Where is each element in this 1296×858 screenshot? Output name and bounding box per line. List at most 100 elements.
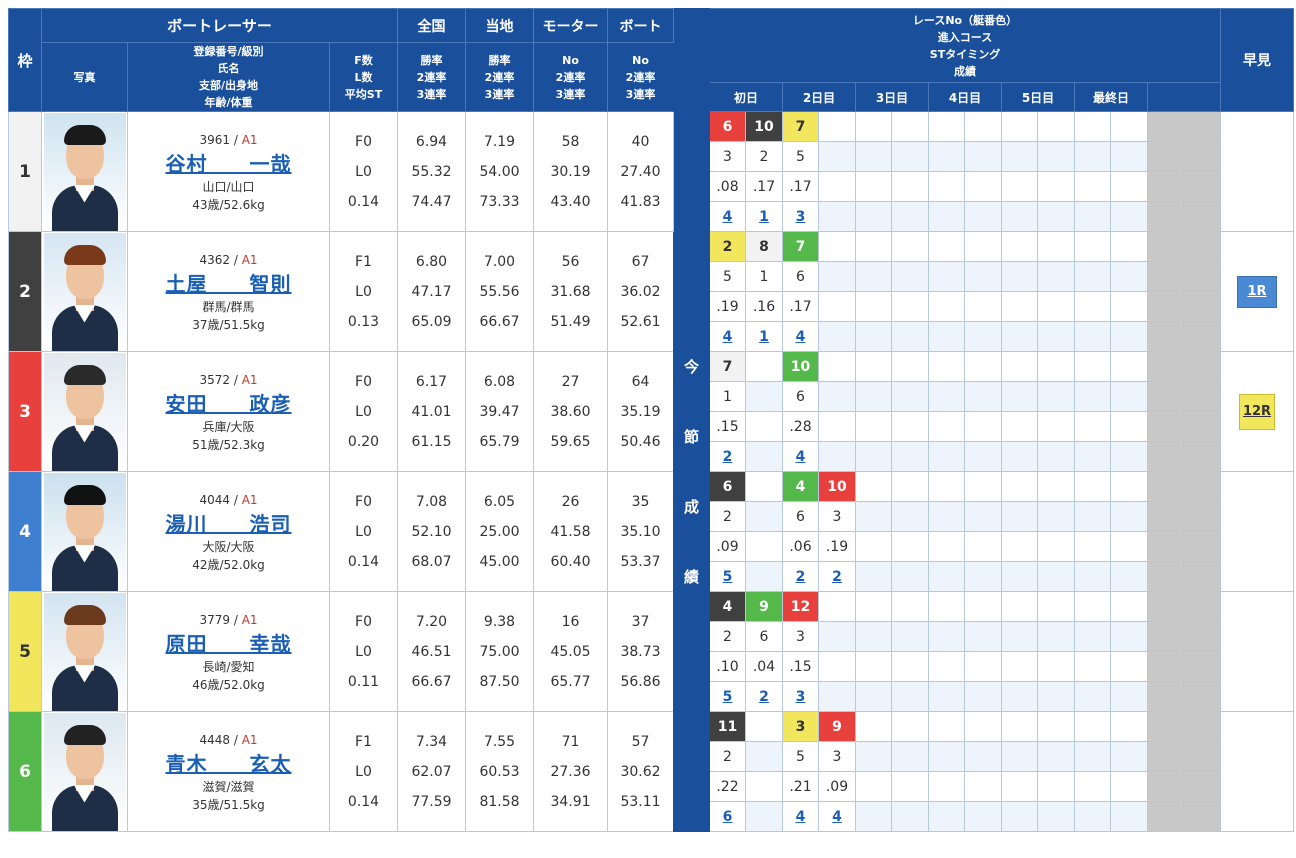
motor-header: モーター (533, 8, 608, 43)
early-race-button[interactable]: 1R (1237, 275, 1277, 308)
race-rank-link[interactable]: 2 (832, 568, 842, 585)
race-rank-link[interactable]: 4 (795, 448, 806, 465)
race-rank-link[interactable]: 4 (795, 808, 806, 825)
fl-stats-value: 0.20 (347, 433, 380, 450)
race-empty-cell (1147, 381, 1184, 412)
race-rank-link[interactable]: 6 (722, 808, 733, 825)
zenkoku-stats-value: 46.51 (411, 643, 452, 660)
race-empty-cell (1183, 201, 1221, 232)
konsetsu-char: 節 (683, 427, 699, 446)
race-empty-cell (818, 381, 856, 412)
race-empty-cell (1001, 501, 1038, 532)
photo-cell (41, 711, 128, 832)
race-rank-link[interactable]: 2 (795, 568, 806, 585)
race-rank-link[interactable]: 4 (722, 208, 733, 225)
race-rank-link[interactable]: 3 (795, 208, 806, 225)
race-empty-cell (855, 681, 892, 712)
race-rank-link[interactable]: 4 (722, 328, 733, 345)
motor-stats-value: 27.36 (550, 763, 591, 780)
motor-stats-value: 16 (561, 613, 580, 630)
race-empty-cell (745, 381, 783, 412)
early-cell: 1R (1220, 231, 1294, 352)
racer-age-weight: 35歳/51.5kg (192, 797, 265, 812)
race-empty-cell (1074, 471, 1111, 502)
reg-number: 4362 (199, 252, 231, 267)
race-rank-link[interactable]: 5 (722, 568, 733, 585)
race-empty-cell (928, 471, 965, 502)
race-empty-cell (1037, 681, 1075, 712)
racer-name-link[interactable]: 土屋 智則 (165, 271, 292, 296)
touchi-stats: 9.38 75.00 87.50 (465, 591, 534, 712)
race-rank-link[interactable]: 3 (795, 688, 806, 705)
racer-name-link[interactable]: 湯川 浩司 (165, 511, 292, 536)
race-empty-cell (1074, 531, 1111, 562)
reg-line: 4362 / A1 (129, 250, 329, 270)
race-empty-cell (1074, 261, 1111, 292)
reg-number: 3779 (199, 612, 231, 627)
race-empty-cell (1037, 141, 1075, 172)
racer-branch: 長崎/愛知 (202, 659, 255, 674)
race-empty-cell (1147, 411, 1184, 442)
race-rank-cell: 6 (709, 801, 746, 832)
race-empty-cell (928, 111, 965, 142)
race-empty-cell (1147, 321, 1184, 352)
race-rank-link[interactable]: 4 (795, 328, 806, 345)
race-rank-link[interactable]: 4 (832, 808, 842, 825)
race-empty-cell (1037, 111, 1075, 142)
racer-header: ボートレーサー (41, 8, 398, 43)
racer-age-weight: 43歳/52.6kg (192, 197, 265, 212)
race-empty-cell (1001, 321, 1038, 352)
fl-stats-value: 0.14 (347, 793, 380, 810)
race-empty-cell (745, 771, 783, 802)
racer-name-link[interactable]: 安田 政彦 (165, 391, 292, 416)
zenkoku-stats-value: 41.01 (411, 403, 452, 420)
series-header-line: STタイミング (929, 47, 1001, 61)
race-empty-cell (855, 711, 892, 742)
profile-header-line: 登録番号/級別 (193, 45, 264, 58)
boat-stats-value: 38.73 (620, 643, 661, 660)
race-rank-cell: 4 (782, 801, 819, 832)
photo-header: 写真 (41, 42, 128, 112)
racer-name-link[interactable]: 谷村 一哉 (165, 151, 292, 176)
race-empty-cell (964, 201, 1002, 232)
race-st: .06 (782, 531, 819, 562)
early-race-button[interactable]: 12R (1239, 393, 1275, 430)
race-empty-cell (1074, 291, 1111, 322)
race-empty-cell (1001, 531, 1038, 562)
race-empty-cell (1147, 171, 1184, 202)
race-empty-cell (928, 321, 965, 352)
race-rank-link[interactable]: 2 (759, 688, 769, 705)
race-empty-cell (855, 171, 892, 202)
touchi-stats-value: 7.00 (483, 253, 516, 270)
race-rank-link[interactable]: 1 (759, 328, 769, 345)
race-empty-cell (1001, 381, 1038, 412)
race-number: 11 (709, 711, 746, 742)
race-number: 10 (782, 351, 819, 382)
race-empty-cell (1110, 141, 1148, 172)
race-empty-cell (1074, 771, 1111, 802)
race-rank-link[interactable]: 1 (759, 208, 769, 225)
race-empty-cell (1183, 711, 1221, 742)
race-empty-cell (1183, 741, 1221, 772)
racer-name-link[interactable]: 青木 玄太 (165, 751, 292, 776)
race-empty-cell (1183, 171, 1221, 202)
rate-header-line: 3連率 (484, 87, 515, 101)
no-header-line: No (562, 53, 579, 67)
fl-stats-value: L0 (355, 163, 372, 180)
race-empty-cell (1110, 801, 1148, 832)
race-empty-cell (1147, 201, 1184, 232)
reg-number: 3961 (199, 132, 231, 147)
race-empty-cell (855, 801, 892, 832)
race-empty-cell (855, 411, 892, 442)
profile-header-line: 年齢/体重 (204, 96, 253, 109)
series-header-line: レースNo（艇番色） (912, 13, 1018, 27)
reg-sep: / (230, 132, 242, 147)
racer-name-link[interactable]: 原田 幸哉 (165, 631, 292, 656)
race-st: .19 (709, 291, 746, 322)
race-rank-link[interactable]: 5 (722, 688, 733, 705)
boat-stats-value: 36.02 (620, 283, 661, 300)
race-empty-cell (1001, 741, 1038, 772)
race-empty-cell (1183, 141, 1221, 172)
race-empty-cell (891, 201, 929, 232)
race-rank-link[interactable]: 2 (722, 448, 733, 465)
